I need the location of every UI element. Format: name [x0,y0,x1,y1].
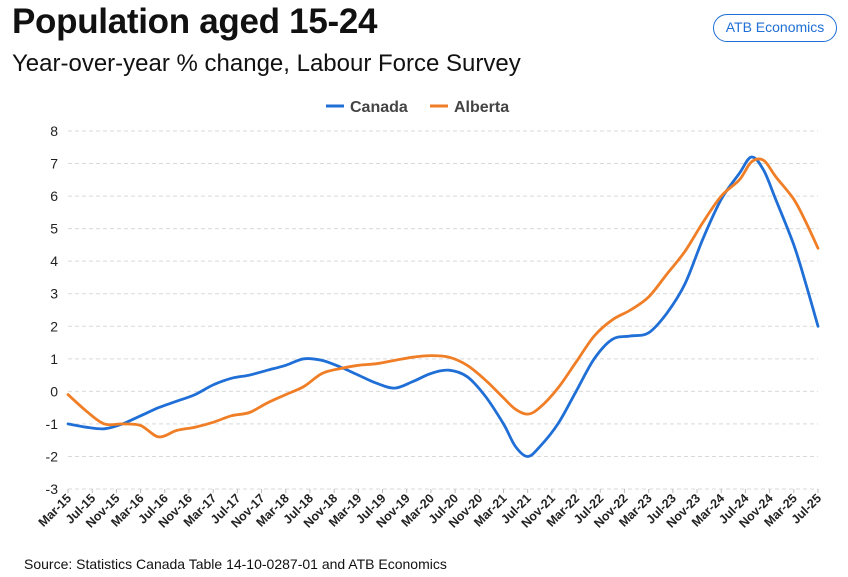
y-tick-label: -2 [46,448,59,464]
y-tick-label: 5 [50,221,58,237]
y-tick-label: 0 [50,383,58,399]
y-tick-label: 8 [50,123,58,139]
line-chart: Canada Alberta 8 7 6 5 4 3 2 1 0 -1 -2 -3 Mar-15Jul-… [36,99,824,531]
legend-label-canada: Canada [350,99,408,116]
y-tick-label: 7 [50,156,58,172]
legend: Canada Alberta [326,99,509,116]
y-tick-label: 4 [50,253,58,269]
series-lines [66,155,820,458]
atb-economics-badge: ATB Economics [713,14,837,42]
series-line-alberta [66,157,820,439]
chart-title: Population aged 15-24 [12,2,378,41]
y-axis: 8 7 6 5 4 3 2 1 0 -1 -2 -3 [46,123,59,497]
y-tick-label: 1 [50,351,58,367]
chart-subtitle: Year-over-year % change, Labour Force Su… [12,50,521,77]
series-line-canada [66,155,820,458]
y-tick-label: 3 [50,286,58,302]
y-tick-label: -3 [46,481,59,497]
y-tick-label: -1 [46,416,59,432]
y-tick-label: 6 [50,188,58,204]
source-note: Source: Statistics Canada Table 14-10-02… [24,556,447,572]
x-axis: Mar-15Jul-15Nov-15Mar-16Jul-16Nov-16Mar-… [36,489,824,531]
y-tick-label: 2 [50,318,58,334]
gridlines [68,130,818,490]
legend-label-alberta: Alberta [454,99,509,116]
